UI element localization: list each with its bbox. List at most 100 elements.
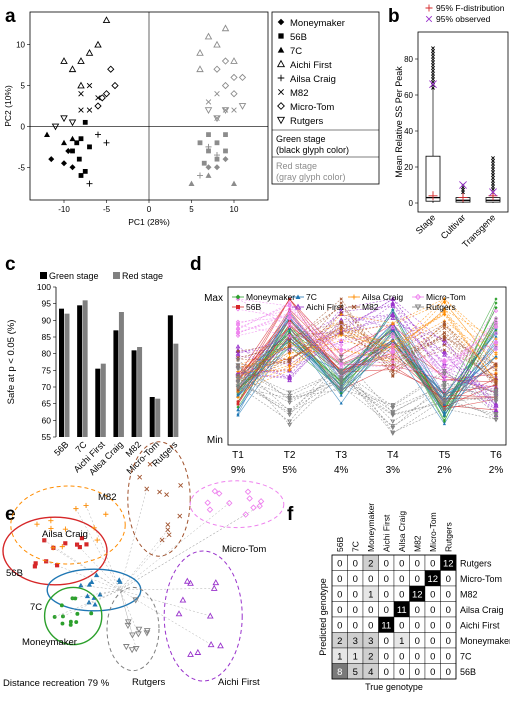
confusion-cell-value: 11 — [397, 605, 407, 616]
cluster-point-micro-tom — [246, 495, 253, 502]
percent-label: 4% — [334, 465, 349, 476]
cluster-point-rutgers — [124, 619, 132, 626]
box-outlier — [491, 181, 495, 186]
profile-point-ailsa-craig — [494, 352, 498, 356]
profile-line-m82 — [237, 322, 497, 383]
confusion-cell-value: 5 — [353, 667, 358, 678]
x-tick-label: Stage — [414, 212, 438, 236]
profile-line-ailsa-craig — [237, 310, 497, 383]
profile-point-micro-tom — [338, 361, 344, 367]
profile-point-micro-tom — [390, 354, 396, 360]
cluster-label-aichi-first: Aichi First — [218, 677, 260, 688]
bar-green-stage-m82 — [131, 350, 137, 437]
profile-point-rutgers — [493, 391, 499, 397]
profile-point-56b — [288, 325, 291, 328]
cluster-link — [119, 502, 230, 591]
confusion-cell-value: 0 — [353, 620, 358, 631]
profile-line-ailsa-craig — [237, 298, 497, 393]
y-category-label: Ailsa Craig — [460, 605, 504, 615]
profile-point-micro-tom — [235, 321, 241, 327]
panel-d-line-profiles: d Max Min T1 9% T2 5% T3 4% T4 3% T5 2% T6 2% Moneymake… — [190, 254, 507, 476]
y-tick-label: 80 — [404, 55, 413, 64]
cluster-point-56b — [84, 542, 89, 547]
profile-line-56b — [237, 308, 497, 403]
y-tick-label: 10 — [16, 41, 25, 50]
box-outlier — [431, 57, 435, 62]
plot-frame — [227, 286, 507, 446]
profile-point-ailsa-craig — [494, 371, 498, 375]
confusion-cell-value: 0 — [430, 605, 435, 616]
x-category-label: 56B — [335, 537, 345, 552]
profile-point-m82 — [339, 327, 343, 331]
profile-point-aichi-first — [390, 311, 396, 317]
box-outlier — [431, 60, 435, 65]
cluster-point-moneymaker — [75, 611, 80, 616]
profile-point-micro-tom — [235, 333, 241, 339]
percent-label: 2% — [489, 465, 504, 476]
profile-point-rutgers — [338, 354, 344, 359]
cluster-link — [119, 589, 139, 634]
point-micro-tom — [107, 65, 115, 73]
profile-point-m82 — [442, 331, 446, 335]
profile-point-rutgers — [338, 375, 344, 380]
y-tick-label: 90 — [42, 315, 52, 325]
panel-letter-b: b — [388, 6, 400, 27]
profile-point-rutgers — [493, 397, 499, 402]
point-aichi-first — [60, 57, 68, 64]
confusion-cell-value: 0 — [415, 651, 420, 662]
y-tick-label: 55 — [42, 432, 52, 442]
profile-point-rutgers — [287, 398, 292, 403]
cluster-point-m82 — [177, 513, 183, 519]
confusion-cell-value: 0 — [415, 558, 420, 569]
legend-red-note: Red stage — [276, 161, 317, 171]
legend-label-micro-tom: Micro-Tom — [290, 102, 334, 113]
cluster-point-rutgers — [143, 630, 151, 637]
confusion-cell-value: 0 — [384, 558, 389, 569]
profile-point-rutgers — [493, 393, 499, 398]
point-micro-tom — [111, 81, 119, 90]
point-micro-tom — [213, 65, 221, 73]
cluster-point-m82 — [178, 483, 184, 488]
profile-line-m82 — [237, 321, 497, 391]
bar-red-stage-ailsa-craig — [118, 312, 124, 437]
profile-point-m82 — [339, 301, 343, 305]
profile-point-ailsa-craig — [442, 297, 446, 301]
cluster-point-ailsa-craig — [59, 544, 65, 550]
point-moneymaker — [214, 164, 220, 171]
bar-red-stage-m82 — [137, 347, 143, 437]
cluster-point-ailsa-craig — [94, 537, 100, 543]
profile-point-aichi-first — [235, 344, 241, 349]
y-tick-label: -5 — [18, 163, 26, 172]
profile-point-aichi-first — [287, 374, 292, 379]
point-m82 — [86, 107, 93, 113]
profile-point-m82 — [442, 343, 446, 347]
cluster-link — [119, 589, 212, 645]
profile-point-m82 — [391, 357, 395, 361]
legend-label-7c: 7C — [306, 292, 317, 302]
profile-point-m82 — [494, 362, 498, 366]
y-label-min: Min — [207, 435, 223, 446]
cluster-point-7c — [97, 591, 103, 597]
profile-line-ailsa-craig — [237, 302, 497, 377]
confusion-cell-value: 0 — [415, 574, 420, 585]
profile-point-m82 — [391, 374, 395, 378]
cluster-ellipse-micro-tom — [189, 480, 285, 529]
point-aichi-first — [94, 40, 102, 48]
point-ailsa-craig — [95, 131, 101, 138]
confusion-cell-value: 4 — [368, 667, 373, 678]
legend-label-m82: M82 — [362, 302, 379, 312]
profile-point-micro-tom — [390, 342, 396, 347]
profile-point-rutgers — [235, 363, 241, 368]
cluster-point-moneymaker — [68, 622, 73, 627]
point-aichi-first — [204, 32, 213, 40]
bar-green-stage-aichi-first — [95, 368, 101, 437]
profile-point-micro-tom — [287, 315, 292, 321]
profile-point-rutgers — [493, 418, 499, 423]
confusion-cell-value: 0 — [399, 620, 404, 631]
profile-line-aichi-first — [237, 298, 497, 411]
cluster-point-56b — [33, 561, 38, 566]
confusion-cell-value: 12 — [427, 574, 438, 585]
profile-line-aichi-first — [237, 305, 497, 391]
box-outlier — [431, 54, 435, 59]
profile-line-aichi-first — [237, 298, 497, 379]
